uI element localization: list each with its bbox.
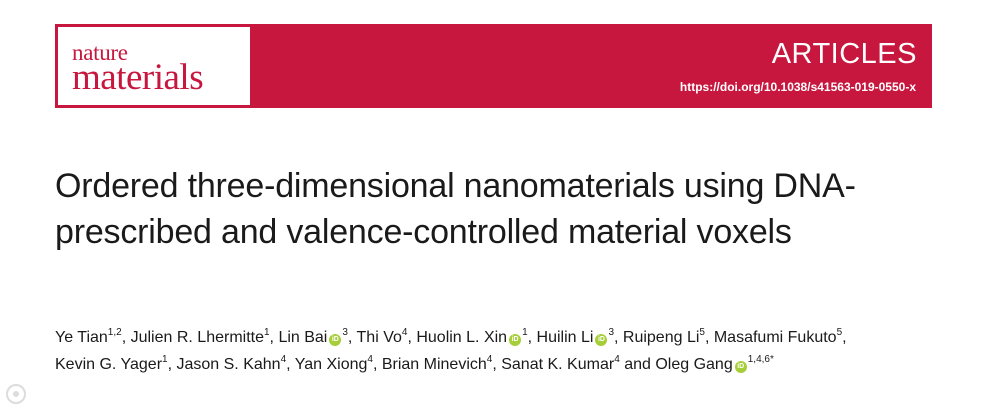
- orcid-icon[interactable]: iD: [329, 334, 342, 346]
- author-name: Yan Xiong: [294, 356, 368, 373]
- doi-link[interactable]: https://doi.org/10.1038/s41563-019-0550-…: [679, 80, 916, 94]
- author-name: Thi Vo: [356, 329, 402, 346]
- author-name: Ruipeng Li: [622, 329, 700, 346]
- author-name: Lin Bai: [278, 329, 328, 346]
- orcid-icon[interactable]: iD: [509, 334, 522, 346]
- author-name: Masafumi Fukuto: [713, 329, 837, 346]
- watermark: [4, 380, 84, 410]
- author-affiliation: 4: [486, 353, 493, 365]
- author[interactable]: Julien R. Lhermitte1: [130, 326, 270, 346]
- author-affiliation: 5: [836, 326, 843, 338]
- author-affiliation: 1,2: [107, 326, 122, 338]
- author-affiliation: 5: [699, 326, 705, 338]
- author[interactable]: Masafumi Fukuto5: [713, 326, 843, 346]
- author-affiliation: 4: [614, 353, 620, 365]
- author-affiliation: 1: [263, 326, 270, 338]
- author-affiliation: 4: [401, 326, 408, 338]
- author[interactable]: Kevin G. Yager1: [55, 353, 168, 373]
- author[interactable]: Huolin L. Xin iD1: [416, 326, 528, 346]
- author[interactable]: Brian Minevich4: [381, 353, 493, 373]
- author-name: Brian Minevich: [381, 356, 487, 373]
- author-name: Sanat K. Kumar: [501, 356, 615, 373]
- author-affiliation: 3: [608, 326, 614, 338]
- orcid-icon[interactable]: iD: [595, 334, 608, 346]
- author[interactable]: Ruipeng Li5: [622, 326, 705, 346]
- author-name: Oleg Gang: [655, 356, 733, 373]
- author-name: Ye Tian: [55, 329, 108, 346]
- logo-nature-text: nature: [72, 40, 128, 65]
- author[interactable]: Ye Tian1,2: [55, 326, 122, 346]
- journal-logo[interactable]: nature materials: [58, 27, 250, 105]
- author[interactable]: Sanat K. Kumar4: [501, 353, 620, 373]
- author-affiliation: 3: [342, 326, 348, 338]
- author-affiliation: 1: [522, 326, 528, 338]
- logo-materials-text: materials: [72, 57, 204, 98]
- author-name: Kevin G. Yager: [55, 356, 163, 373]
- author[interactable]: Jason S. Kahn4: [176, 353, 287, 373]
- author-affiliation: 1: [162, 353, 168, 365]
- author[interactable]: Thi Vo4: [356, 326, 408, 346]
- section-label: ARTICLES: [771, 38, 917, 70]
- author-affiliation: 4: [280, 353, 287, 365]
- orcid-icon[interactable]: iD: [734, 361, 747, 373]
- author-name: Huolin L. Xin: [416, 329, 508, 346]
- article-title: Ordered three-dimensional nanomaterials …: [55, 167, 856, 251]
- author-affiliation: 1,4,6*: [747, 353, 774, 365]
- author[interactable]: Lin Bai iD3: [278, 326, 348, 346]
- author[interactable]: Yan Xiong4: [294, 353, 373, 373]
- author-list: Ye Tian1,2, Julien R. Lhermitte1, Lin Ba…: [55, 326, 847, 373]
- journal-banner: nature materials ARTICLES https://doi.or…: [55, 24, 932, 108]
- author-name: Jason S. Kahn: [176, 356, 281, 373]
- author[interactable]: Huilin Li iD3: [536, 326, 614, 346]
- author[interactable]: Oleg Gang iD1,4,6*: [655, 353, 774, 373]
- watermark-icon: [6, 384, 26, 404]
- author-name: Huilin Li: [536, 329, 594, 346]
- author-affiliation: 4: [367, 353, 373, 365]
- author-name: Julien R. Lhermitte: [130, 329, 264, 346]
